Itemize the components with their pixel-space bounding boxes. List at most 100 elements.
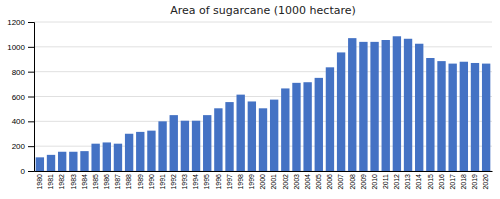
y-tick: 400: [12, 117, 34, 126]
x-tick: 1986: [103, 174, 110, 190]
bar: [393, 36, 401, 171]
x-axis-line: [35, 171, 493, 172]
bar: [482, 64, 490, 171]
x-tick: 2001: [270, 174, 277, 190]
x-tick: 1984: [81, 174, 88, 190]
x-tick: 1991: [159, 174, 166, 190]
x-tick: 2019: [471, 174, 478, 190]
title: Area of sugarcane (1000 hectare): [170, 4, 356, 17]
bar: [370, 42, 378, 171]
y-tick-mark: [28, 47, 34, 48]
x-tick: 2017: [449, 174, 456, 190]
x-tick: 2011: [382, 174, 389, 189]
x-tick-label: 1984: [81, 174, 88, 190]
bar: [69, 152, 77, 171]
bar: [303, 82, 311, 171]
x-tick: 2014: [415, 174, 422, 190]
bar: [437, 61, 445, 171]
y-tick: 0: [21, 167, 34, 176]
x-tick: 1987: [114, 174, 121, 190]
bar: [80, 151, 88, 171]
y-tick-mark: [28, 171, 34, 172]
x-tick-label: 1997: [226, 174, 233, 190]
y-tick-label: 800: [12, 68, 26, 77]
x-tick: 1999: [248, 174, 255, 190]
bar: [448, 64, 456, 171]
x-tick-label: 1990: [148, 174, 155, 190]
x-tick: 2005: [315, 174, 322, 190]
x-tick-label: 2003: [293, 174, 300, 190]
bar: [348, 38, 356, 171]
x-tick-label: 2011: [382, 174, 389, 189]
bar: [225, 102, 233, 171]
bar: [170, 115, 178, 171]
x-tick-label: 1987: [114, 174, 121, 190]
x-tick-label: 2020: [482, 174, 489, 190]
x-tick-label: 2002: [282, 174, 289, 190]
x-tick: 1992: [170, 174, 177, 190]
x-tick: 2015: [427, 174, 434, 190]
bar: [259, 108, 267, 171]
bar: [158, 121, 166, 171]
y-tick: 1200: [7, 18, 34, 27]
bar: [125, 134, 133, 171]
x-tick: 1988: [125, 174, 132, 190]
x-tick-label: 1989: [137, 174, 144, 190]
x-tick-label: 2010: [371, 174, 378, 190]
y-tick-mark: [28, 146, 34, 147]
y-axis: 020040060080010001200: [7, 18, 34, 176]
bar: [136, 132, 144, 171]
grid: [34, 22, 492, 171]
x-tick-label: 1999: [248, 174, 255, 190]
grid-line: [34, 22, 492, 23]
x-tick: 1985: [92, 174, 99, 190]
x-tick-label: 1998: [237, 174, 244, 190]
x-axis: 1980198119821983198419851986198719881989…: [35, 172, 493, 190]
bar: [404, 39, 412, 171]
x-tick-label: 1982: [58, 174, 65, 190]
x-tick: 2018: [460, 174, 467, 190]
y-tick-mark: [28, 22, 34, 23]
x-tick-label: 1983: [70, 174, 77, 190]
x-tick-label: 1992: [170, 174, 177, 190]
x-tick-label: 2000: [259, 174, 266, 190]
bar: [281, 88, 289, 171]
bar: [192, 121, 200, 171]
bar: [292, 83, 300, 171]
x-tick-label: 2015: [427, 174, 434, 190]
bar: [203, 115, 211, 171]
x-tick: 2002: [282, 174, 289, 190]
x-tick-label: 2013: [404, 174, 411, 190]
bars: [36, 36, 491, 171]
x-tick: 1995: [203, 174, 210, 190]
x-tick-label: 1988: [125, 174, 132, 190]
bar: [114, 144, 122, 171]
bar: [58, 152, 66, 171]
x-tick-label: 2008: [348, 174, 355, 190]
y-axis-line: [28, 23, 35, 172]
x-tick: 1989: [137, 174, 144, 190]
x-tick-label: 2014: [415, 174, 422, 190]
y-tick: 600: [12, 93, 34, 102]
x-tick: 1982: [58, 174, 65, 190]
x-tick: 2008: [348, 174, 355, 190]
y-tick-mark: [28, 121, 34, 122]
bar: [471, 63, 479, 171]
x-tick: 1996: [215, 174, 222, 190]
x-tick-label: 1993: [181, 174, 188, 190]
x-tick-label: 1986: [103, 174, 110, 190]
plot: 0200400600800100012001980198119821983198…: [7, 18, 492, 190]
x-tick: 1998: [237, 174, 244, 190]
x-tick-label: 2001: [270, 174, 277, 190]
bar: [415, 44, 423, 171]
x-tick-label: 1981: [47, 174, 54, 190]
x-tick-label: 1996: [215, 174, 222, 190]
x-tick-label: 1995: [203, 174, 210, 190]
y-tick-mark: [28, 97, 34, 98]
x-tick-label: 2016: [438, 174, 445, 190]
bar: [315, 78, 323, 171]
y-tick: 1000: [7, 43, 34, 52]
bar: [181, 121, 189, 171]
bar: [214, 108, 222, 171]
bar: [326, 67, 334, 171]
